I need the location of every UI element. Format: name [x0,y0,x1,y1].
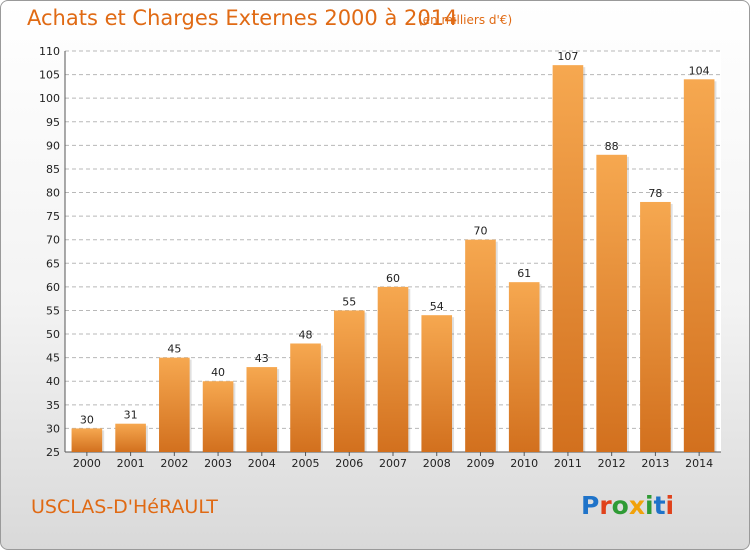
proxiti-logo: Proxiti [581,491,674,520]
chart-title: Achats et Charges Externes 2000 à 2014 [27,6,458,30]
value-label-2013: 78 [648,187,662,200]
y-tick-label: 70 [46,234,60,247]
value-label-2010: 61 [517,267,531,280]
bar-2008 [421,315,453,452]
value-label-2005: 48 [299,328,313,341]
x-tick-label-2001: 2001 [117,457,145,470]
x-tick-label-2006: 2006 [335,457,363,470]
y-tick-label: 100 [39,92,60,105]
logo-letter: r [599,491,612,520]
y-tick-label: 95 [46,116,60,129]
y-tick-label: 30 [46,422,60,435]
y-tick-label: 40 [46,375,60,388]
bar-2005 [290,343,321,452]
x-tick-label-2010: 2010 [510,457,538,470]
y-tick-label: 85 [46,163,60,176]
y-tick-label: 110 [39,45,60,58]
x-tick-label-2012: 2012 [598,457,626,470]
bar-2002 [159,357,190,452]
logo-letter: t [653,491,666,520]
y-tick-label: 35 [46,399,60,412]
value-label-2003: 40 [211,366,225,379]
y-tick-label: 75 [46,210,60,223]
bar-2012 [596,154,627,452]
value-label-2000: 30 [80,413,94,426]
logo-letter: i [645,491,654,520]
logo-letter: i [665,491,675,520]
value-label-2002: 45 [167,343,181,356]
value-label-2011: 107 [557,50,578,63]
x-tick-label-2008: 2008 [423,457,451,470]
bar-2000 [71,428,103,452]
value-label-2012: 88 [605,140,619,153]
y-tick-label: 55 [46,304,60,317]
value-label-2008: 54 [430,300,444,313]
bar-2003 [202,381,234,452]
x-tick-label-2011: 2011 [554,457,582,470]
x-tick-label-2002: 2002 [160,457,188,470]
bar-2007 [377,286,409,452]
bar-2009 [465,239,496,452]
x-tick-label-2009: 2009 [466,457,494,470]
bar-2001 [115,423,146,452]
logo-letter: x [628,491,645,520]
x-tick-label-2007: 2007 [379,457,407,470]
y-tick-label: 90 [46,139,60,152]
value-label-2009: 70 [473,225,487,238]
bar-2004 [246,367,278,452]
bar-2014 [683,79,715,453]
logo-letter: P [581,491,600,520]
y-tick-label: 105 [39,69,60,82]
x-tick-label-2004: 2004 [248,457,276,470]
y-tick-label: 80 [46,187,60,200]
value-label-2014: 104 [689,64,710,77]
x-tick-label-2005: 2005 [292,457,320,470]
bar-2013 [640,201,671,452]
value-label-2001: 31 [124,409,138,422]
y-tick-label: 65 [46,257,60,270]
y-tick-label: 50 [46,328,60,341]
y-tick-label: 25 [46,446,60,459]
bar-2010 [508,282,540,452]
y-tick-label: 45 [46,352,60,365]
value-label-2007: 60 [386,272,400,285]
y-tick-label: 60 [46,281,60,294]
logo-letter: o [611,491,629,520]
bar-2011 [552,65,584,452]
commune-name: USCLAS-D'HéRAULT [31,496,218,518]
value-label-2006: 55 [342,295,356,308]
x-tick-label-2003: 2003 [204,457,232,470]
x-tick-label-2000: 2000 [73,457,101,470]
x-tick-label-2013: 2013 [641,457,669,470]
bar-2006 [333,310,365,452]
x-tick-label-2014: 2014 [685,457,713,470]
chart-subtitle: (en milliers d'€) [418,13,513,27]
value-label-2004: 43 [255,352,269,365]
